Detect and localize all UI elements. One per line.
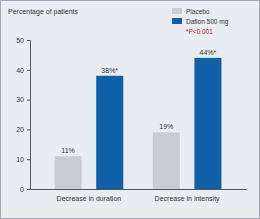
y-tick: 20 (16, 126, 30, 133)
background (1, 1, 260, 219)
y-tick: 30 (16, 96, 30, 103)
y-tick-label: 30 (16, 96, 24, 103)
y-tick-mark (27, 100, 30, 101)
bar (194, 58, 221, 189)
legend-swatch (172, 8, 182, 14)
y-tick-mark (27, 40, 30, 41)
data-labels: 11% 19% 38%* 44%* (61, 49, 216, 154)
x-axis: Decrease in duration Decrease in intensit… (31, 189, 247, 203)
legend: Placebo Daflon 500 mg *P<0.001 (172, 8, 229, 35)
y-tick: 50 (16, 37, 30, 44)
y-tick-mark (27, 129, 30, 130)
bar (153, 132, 180, 189)
annotation: *P<0.001 (186, 28, 213, 35)
y-axis: 0 10 20 30 40 50 (16, 37, 30, 193)
y-tick: 10 (16, 156, 30, 163)
data-label: 11% (61, 147, 75, 154)
data-label: 19% (159, 123, 173, 130)
legend-swatch (172, 18, 182, 24)
y-tick: 40 (16, 67, 30, 74)
chart: 01020304050Decrease in durationDecrease … (0, 0, 260, 219)
y-tick-mark (27, 70, 30, 71)
bars (55, 58, 222, 189)
y-tick-label: 50 (16, 37, 24, 44)
y-axis-line (27, 41, 31, 190)
legend-label: Placebo (186, 8, 210, 15)
x-tick-label: Decrease in duration (57, 195, 122, 202)
y-tick-label: 20 (16, 126, 24, 133)
x-axis-line (31, 189, 247, 190)
legend-label: Daflon 500 mg (186, 18, 229, 26)
data-label: 44%* (200, 49, 217, 56)
y-tick-label: 40 (16, 67, 24, 74)
y-tick-label: 10 (16, 156, 24, 163)
y-tick-mark (27, 189, 30, 190)
y-tick-label: 0 (20, 186, 24, 193)
bar (55, 156, 82, 189)
x-tick-label: Decrease in intensity (155, 195, 220, 203)
bar (96, 76, 123, 189)
x-tick: Decrease in intensity (155, 189, 220, 203)
title: Percentage of patients (8, 8, 79, 16)
data-label: 38%* (101, 67, 118, 74)
x-tick: Decrease in duration (57, 189, 122, 202)
y-tick-mark (27, 159, 30, 160)
y-tick: 0 (20, 186, 30, 193)
